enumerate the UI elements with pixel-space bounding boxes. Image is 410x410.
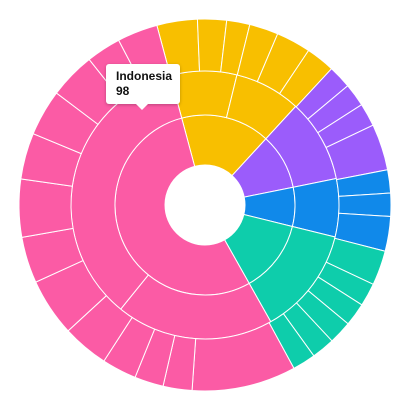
tooltip-label: Indonesia — [116, 69, 173, 83]
sunburst-segment-level3-26[interactable] — [18, 178, 74, 238]
chart-tooltip: Indonesia 98 — [106, 64, 180, 110]
tooltip-value: 98 — [116, 84, 130, 98]
sunburst-segment-level3-11[interactable] — [338, 192, 392, 218]
